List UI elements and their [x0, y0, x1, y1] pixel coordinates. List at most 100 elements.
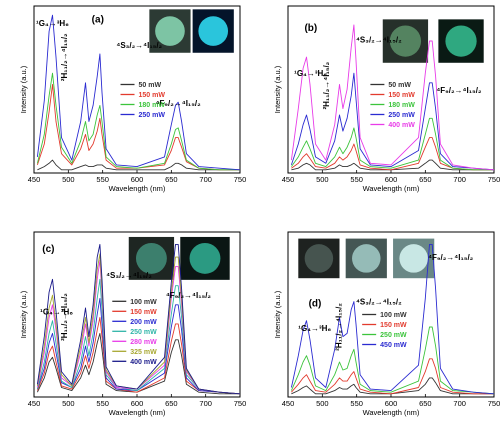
transition-annotation-3: ⁴S₃/₂→⁴I₁₅/₂	[356, 36, 402, 45]
x-tick-label: 650	[165, 399, 178, 408]
x-tick-label: 500	[62, 175, 75, 184]
x-tick-label: 450	[282, 175, 295, 184]
transition-annotation-4: ⁴F₉/₂→⁴I₁₅/₂	[436, 86, 482, 95]
x-tick-label: 700	[453, 175, 466, 184]
x-axis-label: Wavelength (nm)	[109, 184, 166, 193]
transition-annotation-3: ⁴S₃/₂→⁴I₁₅/₂	[356, 298, 402, 307]
transition-annotation-1: ¹G₄→³H₆	[40, 308, 73, 317]
series-line-180-mw	[291, 117, 494, 171]
series-line-250-mw	[290, 72, 495, 171]
series-line-250-mw	[36, 14, 241, 171]
series-line-150-mw	[36, 83, 240, 171]
y-axis-label: Intensity (a.u.)	[19, 65, 28, 113]
x-axis-label: Wavelength (nm)	[363, 408, 420, 417]
transition-annotation-4: ⁴F₉/₂→⁴I₁₅/₂	[166, 291, 212, 300]
luminescence-spot	[198, 16, 229, 46]
luminescence-spot	[445, 25, 477, 57]
series-line-100-mw	[36, 332, 240, 395]
x-tick-label: 450	[282, 399, 295, 408]
luminescence-spot	[352, 244, 381, 273]
x-tick-label: 650	[165, 175, 178, 184]
legend-entry: 100 mW	[130, 299, 157, 306]
x-tick-label: 650	[419, 399, 432, 408]
series-line-400-mw	[290, 24, 495, 171]
x-tick-label: 650	[419, 175, 432, 184]
series-line-150-mw	[291, 358, 494, 395]
x-tick-label: 750	[488, 399, 500, 408]
legend-entry: 400 mW	[388, 122, 415, 129]
x-tick-label: 750	[234, 175, 247, 184]
panel-label: (b)	[304, 23, 317, 34]
transition-annotation-2: ²H₁₁/₂→⁴I₁₅/₂	[335, 303, 344, 351]
y-axis-label: Intensity (a.u.)	[273, 290, 282, 338]
legend-entry: 450 mW	[380, 342, 407, 349]
x-tick-label: 450	[28, 175, 41, 184]
legend-entry: 50 mW	[139, 82, 162, 89]
legend-entry: 50 mW	[388, 82, 411, 89]
series-line-450-mw	[290, 243, 495, 395]
series-line-250-mw	[36, 278, 241, 395]
transition-annotation-1: ¹G₄→³H₆	[298, 324, 331, 333]
legend-entry: 150 mW	[388, 92, 415, 99]
transition-annotation-2: ²H₁₁/₂→⁴I₁₅/₂	[322, 61, 331, 109]
luminescence-spot	[155, 16, 185, 46]
x-tick-label: 500	[316, 175, 329, 184]
legend-entry: 180 mW	[139, 102, 166, 109]
x-tick-label: 700	[453, 399, 466, 408]
legend-entry: 325 mW	[130, 349, 157, 356]
luminescence-spot	[389, 25, 422, 57]
legend-entry: 280 mW	[130, 339, 157, 346]
series-line-250-mw	[290, 326, 495, 395]
luminescence-spot	[135, 242, 167, 274]
x-tick-label: 600	[385, 175, 398, 184]
series-line-50-mw	[291, 159, 494, 171]
x-tick-label: 550	[350, 399, 363, 408]
x-tick-label: 600	[131, 399, 144, 408]
x-tick-label: 600	[385, 399, 398, 408]
x-tick-label: 500	[62, 399, 75, 408]
panel-label: (c)	[42, 244, 54, 255]
legend-entry: 150 mW	[139, 92, 166, 99]
legend-entry: 250 mW	[130, 329, 157, 336]
series-line-200-mw	[36, 297, 241, 395]
chart-panel-3: 450 500 550 600 650 700 750 Wavelength (nm) Inte…	[19, 231, 246, 417]
series-line-50-mw	[37, 159, 240, 171]
legend-entry: 100 mW	[380, 312, 407, 319]
legend-entry: 400 mW	[130, 359, 157, 366]
x-axis-label: Wavelength (nm)	[109, 408, 166, 417]
legend-entry: 250 mW	[139, 112, 166, 119]
transition-annotation-3: ⁴S₃/₂→⁴I₁₅/₂	[106, 271, 152, 280]
series-line-325-mw	[36, 253, 241, 395]
x-tick-label: 750	[488, 175, 500, 184]
chart-panel-1: 450 500 550 600 650 700 750 Wavelength (nm) Inte…	[19, 5, 247, 193]
series-line-150-mw	[291, 137, 494, 171]
luminescence-spot	[189, 242, 221, 274]
series-line-100-mw	[291, 377, 494, 395]
x-tick-label: 550	[350, 175, 363, 184]
x-tick-label: 500	[316, 399, 329, 408]
legend-entry: 150 mW	[380, 322, 407, 329]
panel-label: (d)	[309, 298, 322, 309]
y-axis-label: Intensity (a.u.)	[19, 290, 28, 338]
luminescence-spot	[399, 244, 428, 273]
legend-entry: 150 mW	[130, 309, 157, 316]
x-tick-label: 700	[199, 399, 212, 408]
legend-entry: 180 mW	[388, 102, 415, 109]
x-tick-label: 700	[199, 175, 212, 184]
transition-annotation-2: ²H₁₁/₂→⁴I₁₅/₂	[60, 33, 69, 81]
legend-entry: 200 mW	[130, 319, 157, 326]
transition-annotation-1: ¹G₄→³H₆	[294, 69, 327, 78]
transition-annotation-4: ⁴F₉/₂→⁴I₁₅/₂	[156, 99, 202, 108]
chart-panel-4: 450 500 550 600 650 700 750 Wavelength (nm) Inte…	[273, 231, 500, 417]
transition-annotation-2: ²H₁₁/₂→⁴I₁₅/₂	[60, 293, 69, 341]
x-tick-label: 450	[28, 399, 41, 408]
series-line-150-mw	[36, 317, 241, 395]
x-tick-label: 550	[96, 175, 109, 184]
transition-annotation-4: ⁴F₉/₂→⁴I₁₅/₂	[428, 253, 474, 262]
legend-entry: 250 mW	[380, 332, 407, 339]
transition-annotation-3: ⁴S₃/₂→⁴I₁₅/₂	[116, 41, 162, 50]
luminescence-spot	[304, 244, 334, 273]
transition-annotation-1: ¹G₄→³H₆	[36, 19, 69, 28]
panel-label: (a)	[92, 15, 104, 26]
